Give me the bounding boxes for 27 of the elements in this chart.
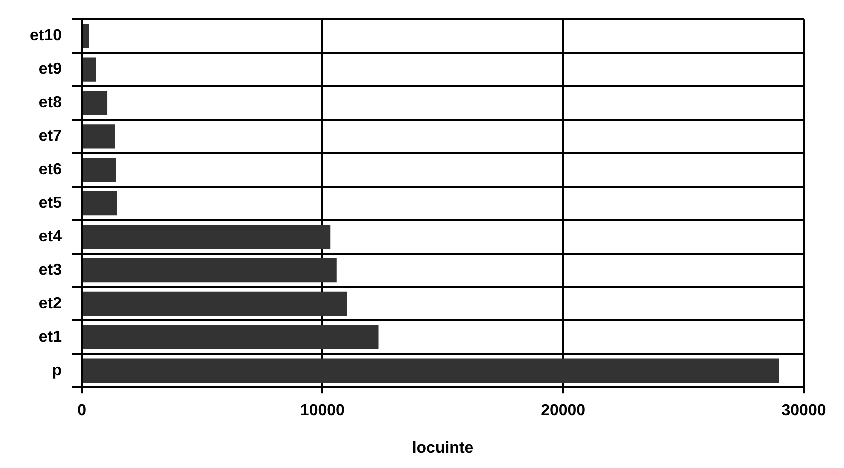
bar	[83, 158, 116, 182]
bar	[83, 292, 348, 316]
y-tick-label: et4	[38, 228, 62, 246]
bar	[83, 124, 115, 149]
y-tick-label: et1	[38, 328, 62, 346]
x-tick-label: 0	[78, 402, 87, 420]
bar	[83, 258, 337, 283]
y-tick-label: et2	[38, 295, 62, 312]
y-tick-label: et6	[38, 162, 62, 179]
y-tick-label: et8	[38, 94, 62, 112]
bar	[83, 192, 118, 216]
y-tick-label: et10	[30, 28, 62, 45]
y-tick-label: p	[52, 362, 62, 380]
bar	[83, 358, 780, 383]
y-tick-label: et3	[38, 262, 62, 279]
bar	[83, 58, 96, 82]
bar	[83, 224, 331, 250]
y-tick-label: et5	[38, 195, 62, 212]
x-tick-label: 10000	[300, 402, 346, 420]
x-tick-label: 30000	[782, 402, 826, 420]
x-axis-title: locuinte	[412, 440, 474, 457]
bar	[83, 24, 90, 48]
y-tick-label: et7	[38, 128, 62, 146]
bar	[83, 91, 108, 116]
y-tick-label: et9	[38, 61, 62, 78]
bar	[83, 325, 379, 350]
x-tick-label: 20000	[541, 402, 586, 420]
